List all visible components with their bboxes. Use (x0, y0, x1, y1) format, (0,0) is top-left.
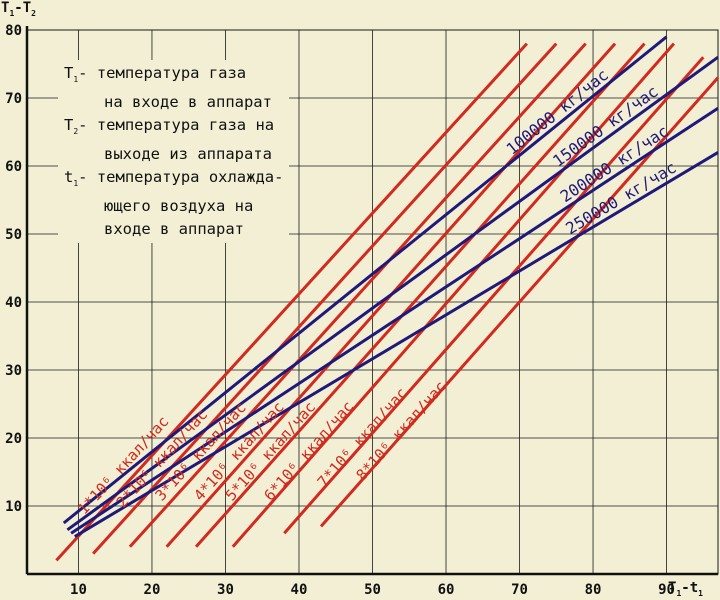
legend-line-5: t1- температура охлажда- (64, 168, 284, 189)
heat-series-line (283, 56, 705, 535)
y-tick-label: 20 (5, 431, 22, 447)
y-tick-label: 10 (5, 499, 22, 515)
x-tick-label: 30 (217, 582, 234, 598)
y-tick-label: 30 (5, 363, 22, 379)
legend-line-4: выходе из аппарата (104, 145, 272, 164)
axis-layer: 10 20 30 40 50 60 70 80 90 10 20 30 40 50 60 70 80 (5, 23, 718, 598)
heat-series-line (194, 42, 646, 548)
y-tick-label: 50 (5, 227, 22, 243)
heat-series-line (231, 42, 676, 548)
x-tick-label: 40 (291, 582, 308, 598)
y-tick-label: 60 (5, 159, 22, 175)
flow-series-line (66, 55, 719, 532)
x-tick-label: 10 (70, 582, 87, 598)
legend-line-7: входе в аппарат (104, 220, 244, 239)
legend-box: T1- температура газа на входе в аппарат … (58, 60, 290, 244)
x-axis-title: T1-t1 (668, 580, 703, 598)
x-tick-label: 90 (658, 582, 675, 598)
heat-series-line (55, 42, 528, 562)
legend-line-1: T1- температура газа (64, 64, 247, 85)
y-tick-label: 40 (5, 295, 22, 311)
heat-series-line (128, 42, 587, 548)
flow-series-line (74, 151, 719, 538)
x-tick-label: 60 (438, 582, 455, 598)
x-tick-label: 20 (144, 582, 161, 598)
legend-line-3: T2- температура газа на (64, 116, 275, 137)
legend-line-6: ющего воздуха на (104, 197, 254, 216)
legend-line-2: на входе в аппарат (104, 93, 272, 112)
x-tick-label: 80 (585, 582, 602, 598)
x-tick-label: 50 (364, 582, 381, 598)
y-axis-title: T1-T2 (1, 0, 36, 18)
y-tick-label: 70 (5, 91, 22, 107)
x-tick-label: 70 (511, 582, 528, 598)
flow-series-line (70, 106, 719, 535)
y-tick-label: 80 (5, 23, 22, 39)
flow-series-line (62, 35, 668, 525)
flow-lines-layer (62, 35, 719, 538)
